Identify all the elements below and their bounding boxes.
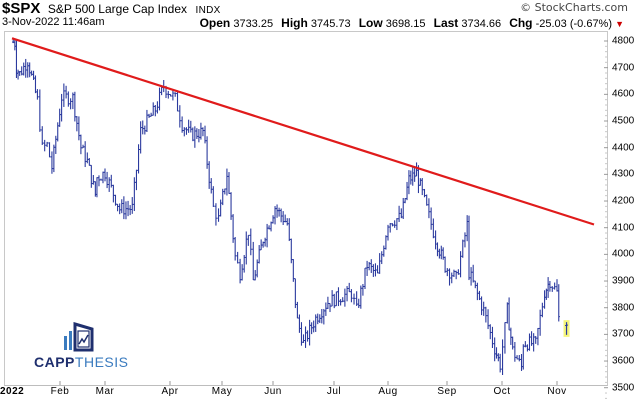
- y-tick-label: 4400: [612, 142, 635, 154]
- x-tick-label: Jun: [264, 386, 282, 397]
- quote-values: Open 3733.25 High 3745.73 Low 3698.15 La…: [200, 16, 624, 30]
- y-tick-label: 4500: [612, 115, 635, 127]
- logo-text-capp: CAPP: [34, 354, 75, 370]
- x-tick-label: Jul: [326, 386, 342, 397]
- y-tick-label: 3800: [612, 302, 635, 314]
- x-tick-label: Feb: [50, 386, 70, 397]
- y-tick-label: 3700: [612, 328, 635, 340]
- last-label: Last: [433, 16, 459, 30]
- x-axis-ticks: [59, 381, 558, 385]
- logo-mark-icon: [64, 322, 94, 352]
- y-tick-label: 4800: [612, 35, 635, 47]
- y-axis-ticks: [604, 40, 608, 399]
- copyright-notice: © StockCharts.com: [520, 1, 628, 14]
- quote-bar: 3-Nov-2022 11:46am Open 3733.25 High 374…: [2, 16, 634, 30]
- open-value: 3733.25: [233, 18, 274, 30]
- x-tick-label: May: [211, 386, 233, 397]
- capp-thesis-logo: CAPPTHESIS: [34, 322, 144, 374]
- y-tick-label: 4100: [612, 222, 635, 234]
- security-name: S&P 500 Large Cap Index: [47, 2, 188, 16]
- exchange-label: INDX: [195, 5, 221, 16]
- high-label: High: [281, 16, 308, 30]
- x-tick-label: Apr: [161, 386, 179, 397]
- logo-text: CAPPTHESIS: [34, 354, 128, 370]
- trendline: [11, 37, 595, 226]
- x-tick-label: Aug: [378, 386, 398, 397]
- x-tick-label: Nov: [547, 386, 567, 397]
- logo-text-thesis: THESIS: [74, 354, 129, 370]
- change-label: Chg: [509, 16, 533, 30]
- down-arrow-icon: ▼: [615, 19, 624, 29]
- ticker-symbol: $SPX: [2, 0, 41, 17]
- last-value: 3734.66: [461, 18, 502, 30]
- y-tick-label: 3900: [612, 275, 635, 287]
- y-axis: 4800 4700 4600 4500 4400 4300 4200 4100 4000 3900…: [612, 0, 640, 402]
- low-label: Low: [358, 16, 383, 30]
- change-value: -25.03 (-0.67%): [535, 18, 613, 30]
- x-tick-label: Mar: [95, 386, 115, 397]
- y-tick-label: 4300: [612, 168, 635, 180]
- y-tick-label: 4700: [612, 62, 635, 74]
- plot-area: [4, 31, 608, 386]
- y-tick-label: 4000: [612, 248, 635, 260]
- chart-title: $SPX S&P 500 Large Cap Index INDX: [2, 0, 221, 17]
- y-tick-label: 4600: [612, 88, 635, 100]
- high-value: 3745.73: [310, 18, 351, 30]
- x-tick-label: Sep: [437, 386, 457, 397]
- y-tick-label: 3600: [612, 355, 635, 367]
- low-value: 3698.15: [385, 18, 426, 30]
- open-label: Open: [199, 16, 231, 30]
- y-tick-label: 4200: [612, 195, 635, 207]
- quote-datetime: 3-Nov-2022 11:46am: [2, 16, 105, 28]
- x-tick-label: 2022: [0, 386, 25, 397]
- y-tick-label: 3500: [612, 382, 635, 394]
- ohlc-bars: [12, 37, 570, 376]
- x-tick-label: Oct: [493, 386, 511, 397]
